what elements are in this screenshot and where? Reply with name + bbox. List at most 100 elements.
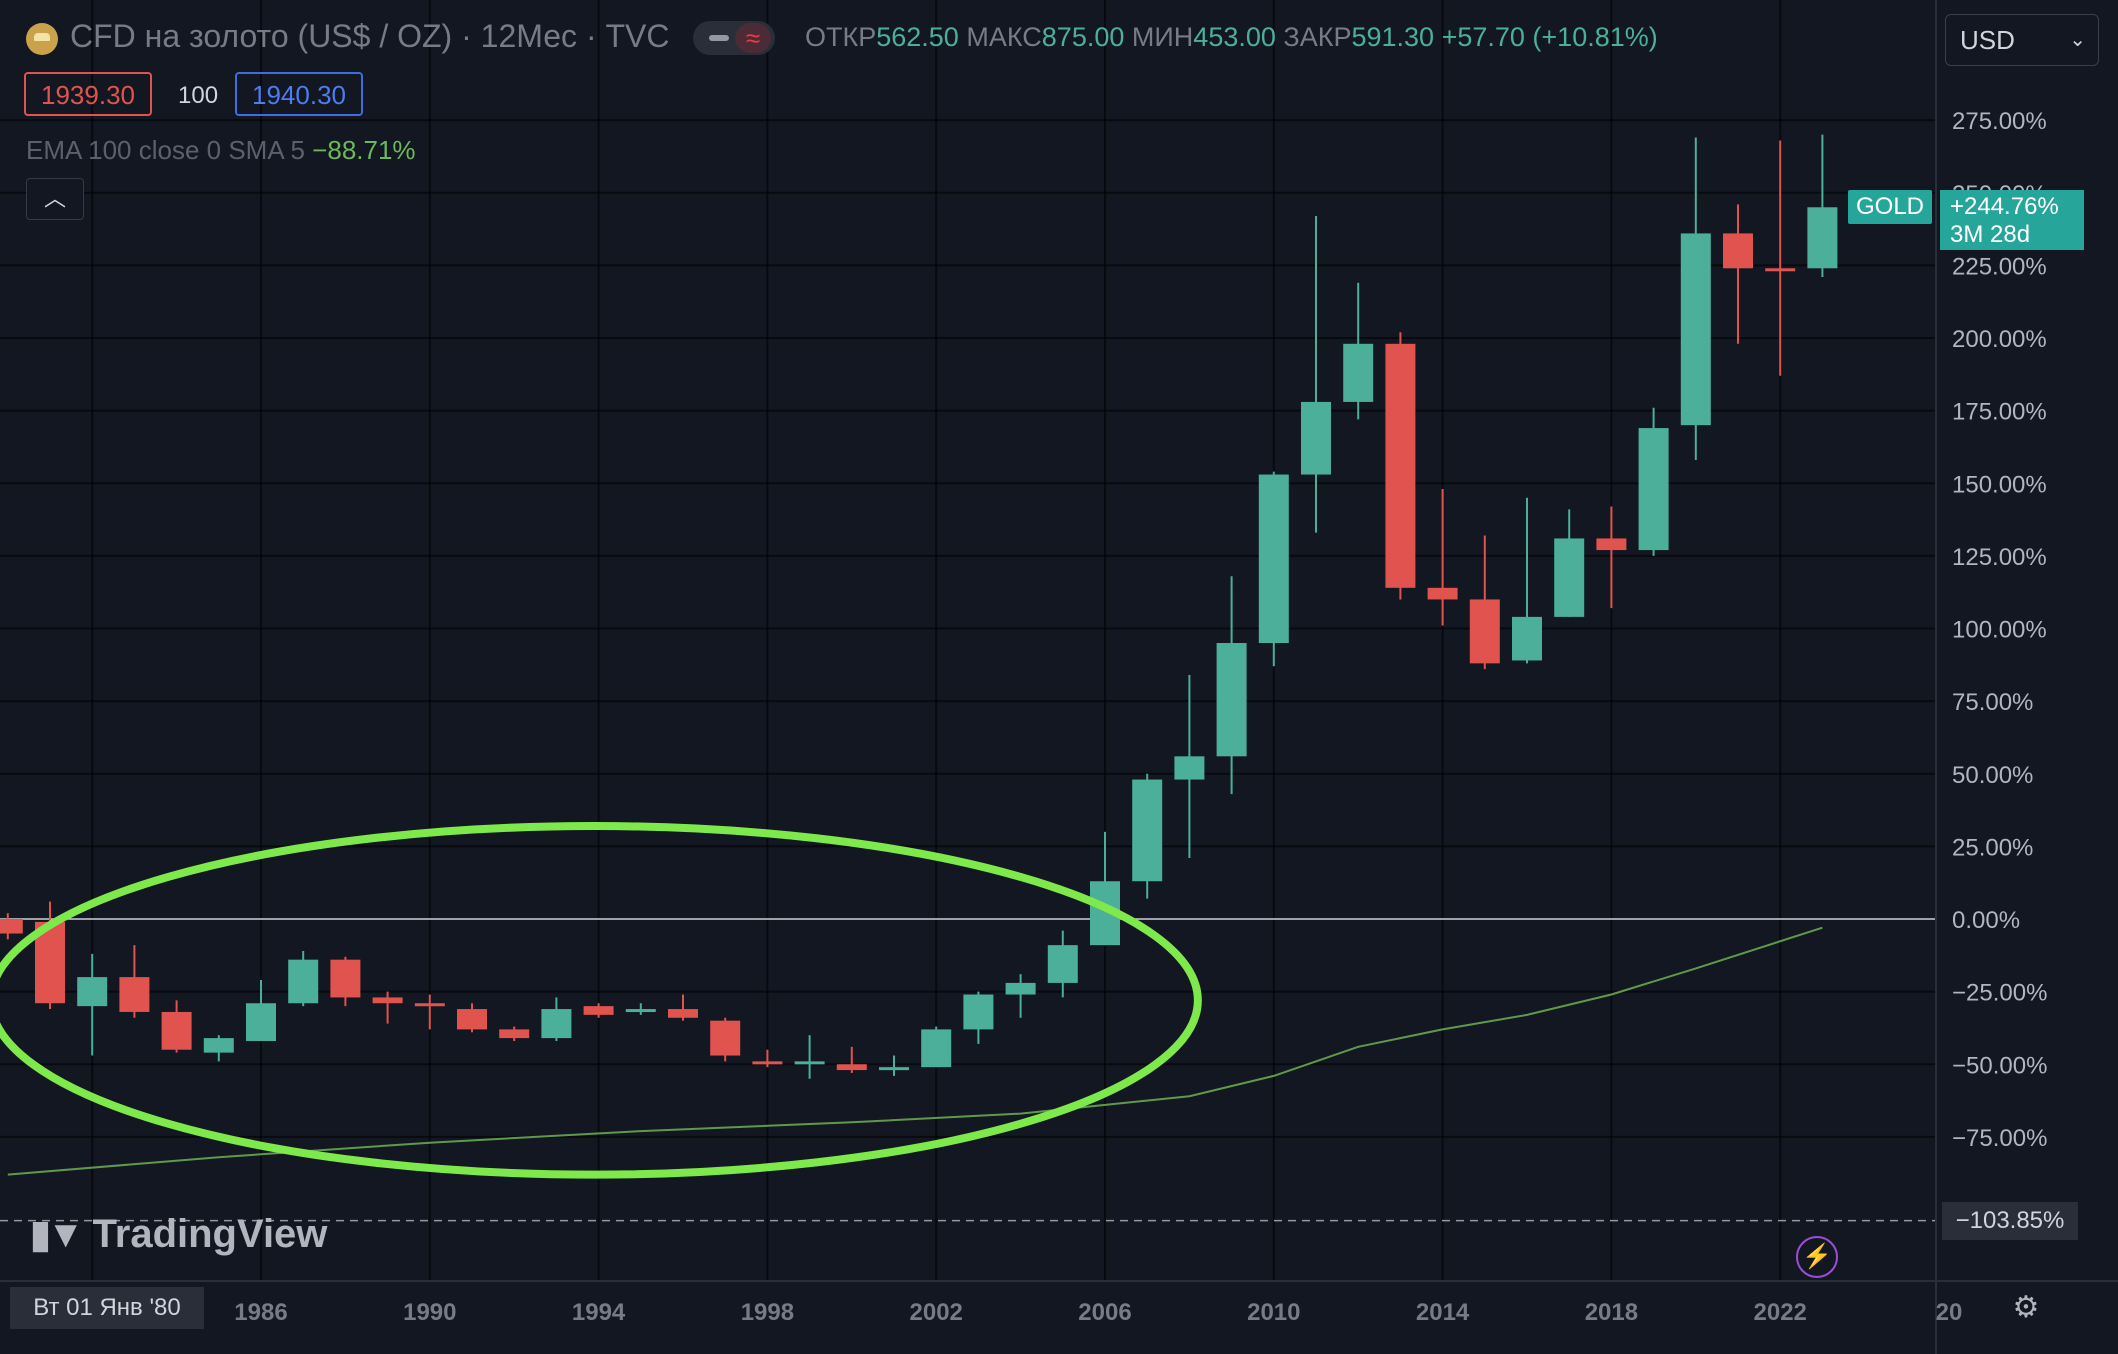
- low-label: МИН: [1131, 22, 1194, 52]
- price-scale[interactable]: 275.00%250.00%225.00%200.00%175.00%150.0…: [1952, 108, 2047, 1152]
- candle-body: [794, 1061, 825, 1065]
- y-tick-label: 75.00%: [1952, 689, 2033, 716]
- close-value: 591.30: [1351, 22, 1435, 52]
- candle-body: [457, 1009, 487, 1030]
- open-value: 562.50: [876, 22, 959, 52]
- x-tick-label: 2010: [1247, 1299, 1300, 1326]
- candle-body: [1554, 538, 1585, 617]
- candle: [963, 991, 994, 1044]
- x-tick-label: 2022: [1754, 1299, 1807, 1326]
- display-mode-toggle[interactable]: ≈: [693, 21, 775, 55]
- candle-body: [1385, 343, 1416, 588]
- candle-body: [1258, 474, 1289, 644]
- highlight-ellipse: [0, 822, 1202, 1179]
- ema-indicator-legend[interactable]: EMA 100 close 0 SMA 5 −88.71%: [26, 135, 416, 166]
- candle: [794, 1035, 825, 1079]
- candle: [1638, 407, 1669, 556]
- candle-body: [499, 1029, 530, 1039]
- candle: [372, 991, 403, 1024]
- high-label: МАКС: [966, 22, 1042, 52]
- close-label: ЗАКР: [1283, 22, 1352, 52]
- candles: [0, 134, 1838, 1079]
- change-value: +57.70 (+10.81%): [1441, 22, 1658, 52]
- brand-name: TradingView: [92, 1212, 328, 1256]
- currency-value: USD: [1960, 25, 2015, 55]
- y-tick-label: 100.00%: [1952, 617, 2047, 644]
- candle: [288, 950, 319, 1007]
- candle: [1680, 137, 1711, 461]
- candle-body: [1343, 343, 1374, 402]
- y-tick-label: 225.00%: [1952, 253, 2047, 280]
- candle: [541, 997, 572, 1042]
- candle: [457, 1003, 487, 1033]
- candle-body: [288, 959, 319, 1004]
- candle-body: [541, 1009, 572, 1039]
- buy-button[interactable]: 1940.30: [235, 72, 363, 116]
- candle: [1301, 215, 1331, 533]
- ema-line: [7, 926, 1823, 1176]
- candle: [246, 980, 276, 1042]
- candle: [1216, 576, 1247, 795]
- candle: [1005, 974, 1036, 1018]
- candle: [1469, 535, 1500, 670]
- candle-body: [0, 919, 23, 934]
- candle: [836, 1046, 867, 1073]
- high-value: 875.00: [1041, 22, 1125, 52]
- candle-body: [1680, 233, 1711, 426]
- candle-body: [625, 1009, 656, 1013]
- settings-gear-icon[interactable]: ⚙: [2012, 1291, 2040, 1324]
- bar-countdown: 3M 28d: [1950, 221, 2031, 248]
- last-price-label: +244.76% 3M 28d: [1940, 190, 2084, 250]
- last-price-value: +244.76%: [1950, 193, 2059, 220]
- candle: [1047, 930, 1078, 998]
- candle: [414, 994, 445, 1030]
- candle: [752, 1049, 783, 1068]
- candle: [879, 1055, 909, 1076]
- y-tick-label: 200.00%: [1952, 326, 2047, 353]
- y-tick-label: 275.00%: [1952, 108, 2047, 135]
- candle-body: [668, 1009, 698, 1018]
- x-tick-label: 2006: [1078, 1299, 1131, 1326]
- candle-body: [879, 1067, 909, 1071]
- y-tick-label: 150.00%: [1952, 471, 2047, 498]
- candle: [1723, 204, 1753, 344]
- chevron-up-icon: ︿: [43, 186, 66, 211]
- x-tick-label: 2002: [910, 1299, 963, 1326]
- candle: [1385, 332, 1416, 600]
- candle: [119, 945, 150, 1018]
- lightning-icon[interactable]: ⚡: [1796, 1236, 1838, 1278]
- candle: [0, 913, 23, 940]
- candle-body: [203, 1038, 234, 1053]
- symbol-title[interactable]: CFD на золото (US$ / OZ) · 12Мес · TVC: [70, 18, 670, 54]
- time-scale[interactable]: 1986 1990 1994 1998 2002 2006 2010 2014 2018 2022…: [234, 1299, 1962, 1326]
- ema-indicator-value: −88.71%: [312, 135, 416, 165]
- candle-body: [330, 959, 361, 998]
- candle: [330, 956, 361, 1007]
- candle: [1765, 140, 1796, 376]
- candle-body: [1638, 428, 1669, 551]
- x-tick-label: 1998: [741, 1299, 794, 1326]
- candle: [710, 1017, 741, 1062]
- open-label: ОТКР: [805, 22, 877, 52]
- gold-symbol-icon: [26, 23, 58, 55]
- candle-body: [372, 997, 403, 1004]
- y-tick-label: 50.00%: [1952, 762, 2033, 789]
- sell-button[interactable]: 1939.30: [24, 72, 152, 116]
- tradingview-logo[interactable]: ▮▼ TradingView: [30, 1212, 327, 1257]
- candle: [1807, 134, 1838, 277]
- candle-body: [836, 1064, 867, 1071]
- currency-select[interactable]: USD ⌄: [1945, 14, 2099, 66]
- candle-body: [1427, 587, 1458, 600]
- candle: [583, 1003, 614, 1018]
- line-mode-icon: [709, 35, 729, 41]
- candle: [625, 1003, 656, 1015]
- candle: [1090, 831, 1120, 946]
- candle-body: [1174, 756, 1205, 780]
- collapse-legend-button[interactable]: ︿: [26, 178, 84, 220]
- candle-body: [1047, 945, 1078, 983]
- ohlc-readout: ОТКР562.50 МАКС875.00 МИН453.00 ЗАКР591.…: [805, 22, 1658, 53]
- candle-body: [246, 1003, 276, 1042]
- candle: [1596, 506, 1627, 609]
- quantity-field[interactable]: 100: [178, 82, 219, 109]
